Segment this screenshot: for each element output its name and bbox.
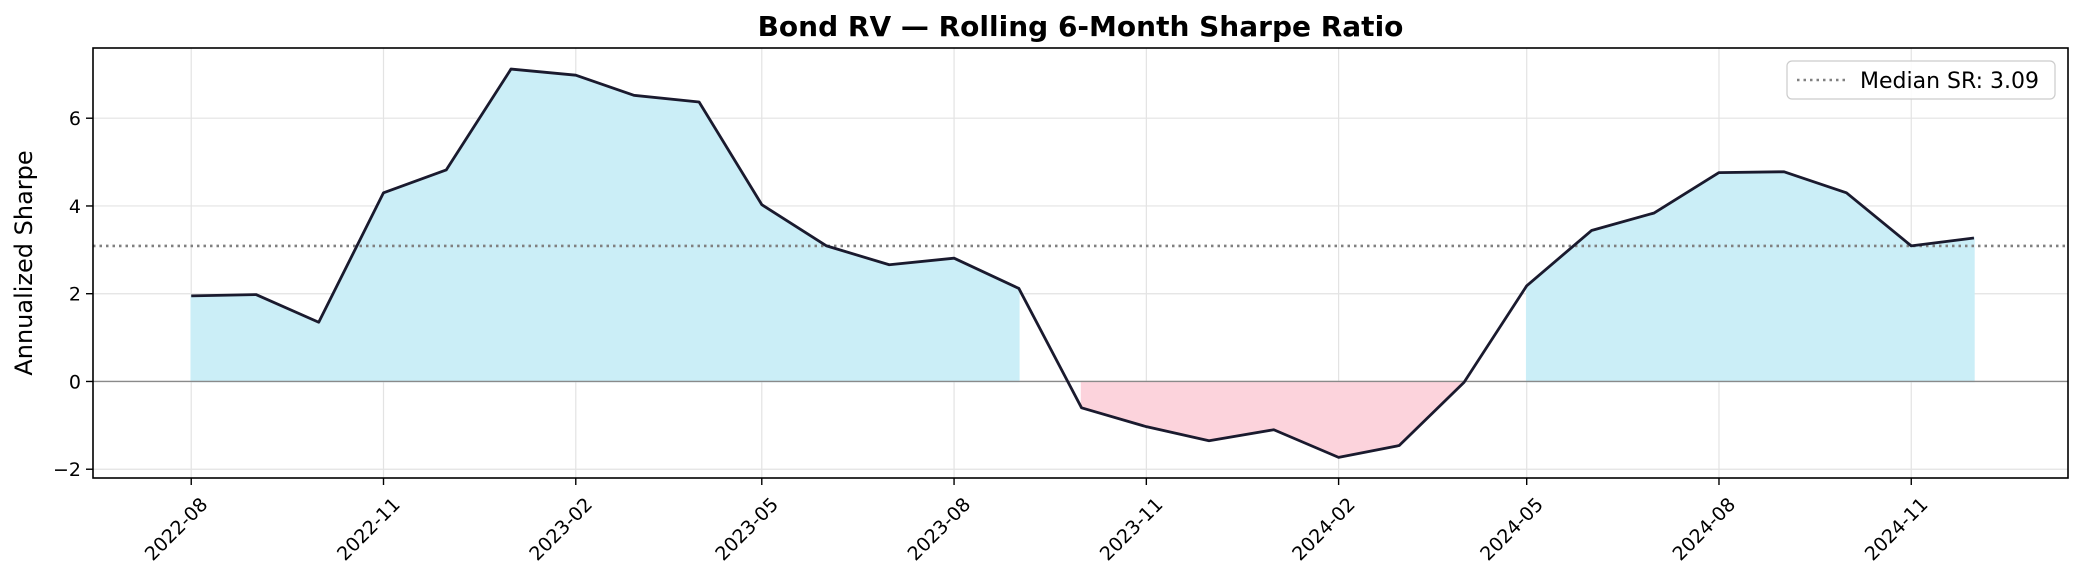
x-tick-label: 2023-11 (1096, 494, 1168, 566)
x-tick-label: 2024-05 (1476, 494, 1548, 566)
sharpe-fill-areas (190, 68, 1975, 459)
x-tick-label: 2024-11 (1861, 494, 1933, 566)
x-tick-label: 2024-08 (1668, 494, 1740, 566)
x-tick-label: 2022-08 (141, 494, 213, 566)
positive-sharpe-fill (190, 68, 1020, 383)
plot-frame (92, 47, 2069, 479)
y-tick-label: 4 (69, 196, 81, 218)
positive-sharpe-fill (1525, 170, 1975, 383)
x-tick-label: 2023-05 (711, 494, 783, 566)
y-axis-ticks: −2 0 2 4 6 (53, 108, 93, 481)
y-tick-label: 0 (69, 371, 81, 393)
x-tick-label: 2023-02 (525, 494, 597, 566)
negative-sharpe-fill (1080, 380, 1465, 459)
y-tick-label: −2 (53, 459, 81, 481)
y-axis-label: Annualized Sharpe (10, 150, 38, 375)
x-tick-label: 2022-11 (333, 494, 405, 566)
legend-box (1786, 60, 2056, 100)
x-axis-ticks: 2022-08 2022-11 2023-02 2023-05 2023-08 2023-… (141, 478, 1933, 566)
chart-title: Bond RV — Rolling 6-Month Sharpe Ratio (758, 10, 1404, 43)
legend: Median SR: 3.09 (1786, 60, 2056, 100)
legend-label-median: Median SR: 3.09 (1860, 69, 2039, 94)
x-tick-label: 2024-02 (1288, 494, 1360, 566)
x-tick-label: 2023-08 (904, 494, 976, 566)
y-tick-label: 6 (69, 108, 81, 130)
y-tick-label: 2 (69, 284, 81, 306)
sharpe-series-line (191, 67, 1975, 459)
